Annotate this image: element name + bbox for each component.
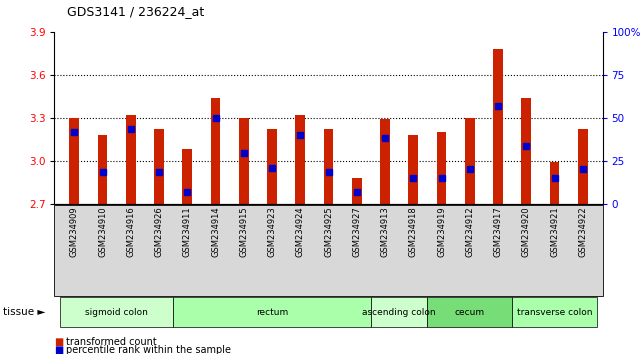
Bar: [126, 115, 136, 204]
Text: transformed count: transformed count: [66, 337, 157, 347]
Bar: [296, 115, 305, 204]
Bar: [380, 119, 390, 204]
Bar: [549, 162, 560, 204]
Bar: [267, 129, 277, 204]
Text: ascending colon: ascending colon: [362, 308, 436, 317]
Text: transverse colon: transverse colon: [517, 308, 592, 317]
Bar: [465, 118, 475, 204]
Bar: [324, 129, 333, 204]
Text: cecum: cecum: [454, 308, 485, 317]
Text: tissue ►: tissue ►: [3, 307, 46, 318]
Text: sigmoid colon: sigmoid colon: [85, 308, 148, 317]
Bar: [182, 149, 192, 204]
Text: ■: ■: [54, 346, 63, 354]
Bar: [493, 49, 503, 204]
Bar: [154, 129, 164, 204]
Bar: [210, 98, 221, 204]
Bar: [521, 98, 531, 204]
Bar: [239, 118, 249, 204]
Text: ■: ■: [54, 337, 63, 347]
Bar: [578, 129, 588, 204]
Bar: [97, 135, 108, 204]
Text: percentile rank within the sample: percentile rank within the sample: [66, 346, 231, 354]
Bar: [69, 118, 79, 204]
Bar: [437, 132, 447, 204]
Bar: [408, 135, 418, 204]
Text: rectum: rectum: [256, 308, 288, 317]
Bar: [352, 178, 362, 204]
Text: GDS3141 / 236224_at: GDS3141 / 236224_at: [67, 5, 204, 18]
